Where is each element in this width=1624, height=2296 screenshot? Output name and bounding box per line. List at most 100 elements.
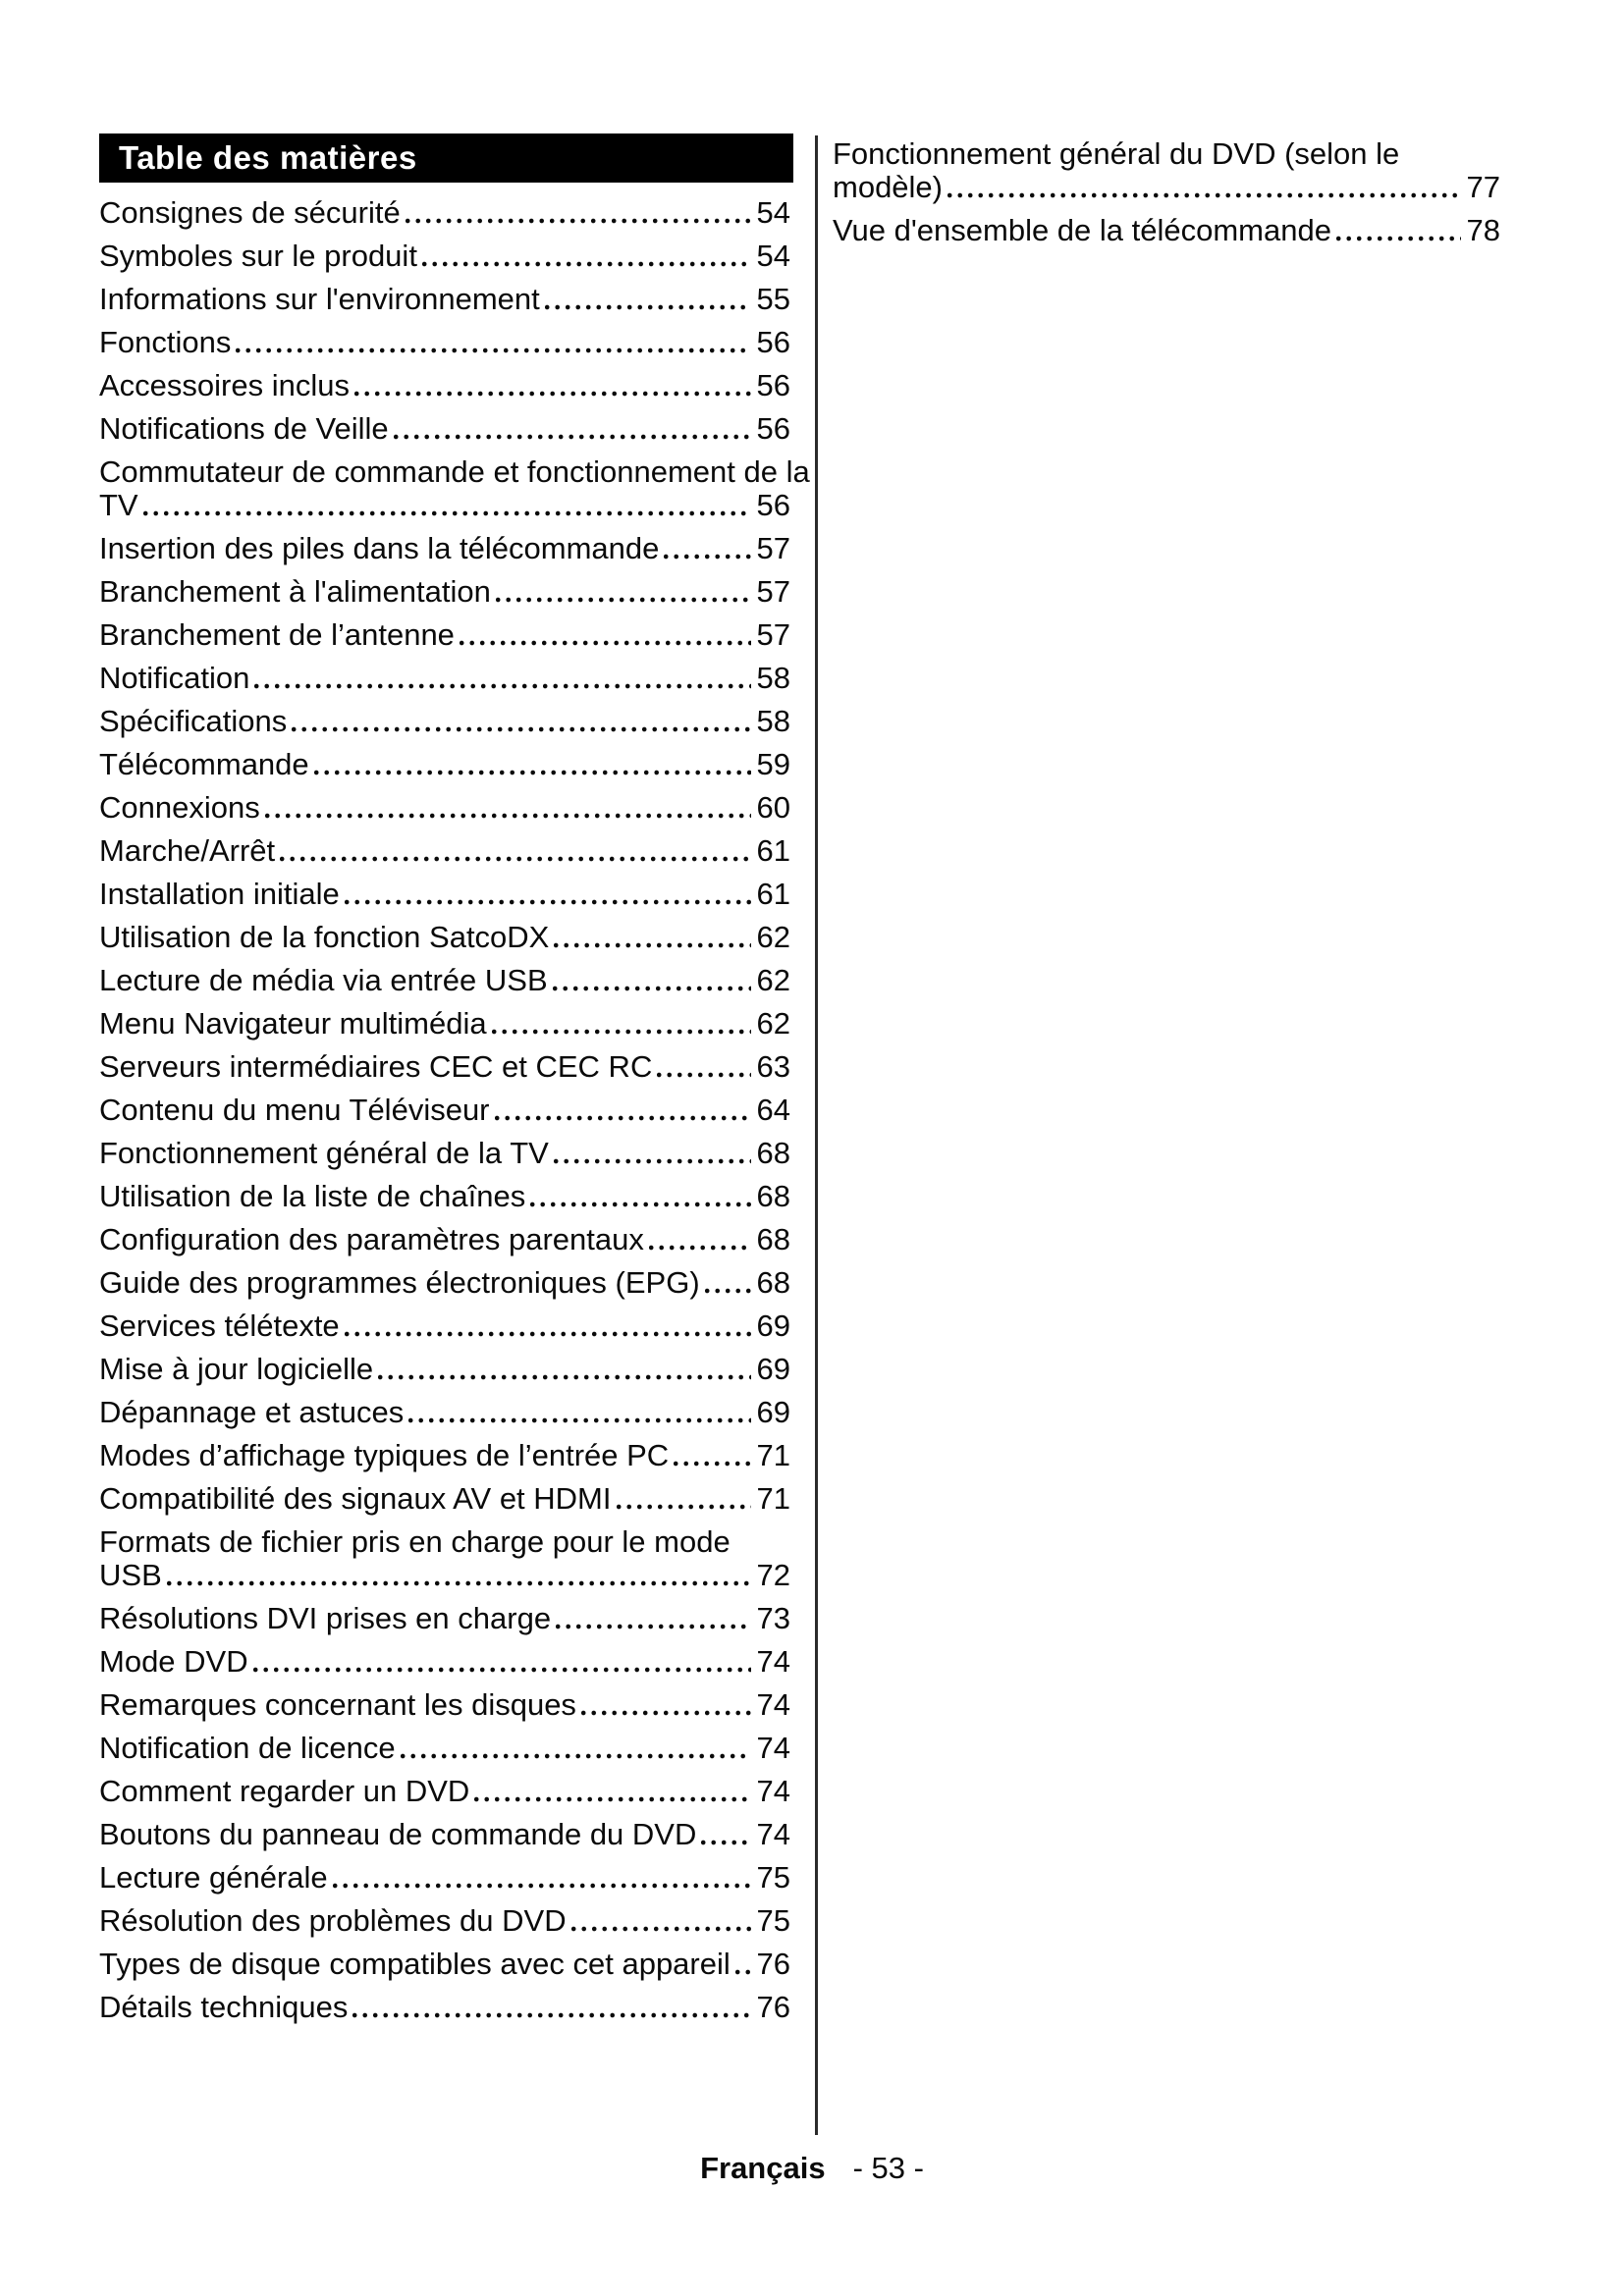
toc-entry: Symboles sur le produit 54 bbox=[99, 240, 790, 273]
toc-entry: Configuration des paramètres parentaux 6… bbox=[99, 1223, 790, 1256]
section-title: Table des matières bbox=[119, 139, 417, 176]
dotted-leader bbox=[552, 986, 751, 991]
toc-entry: Consignes de sécurité 54 bbox=[99, 196, 790, 230]
dotted-leader bbox=[352, 2012, 751, 2018]
toc-entry-label: Branchement à l'alimentation bbox=[99, 574, 491, 609]
toc-entry: Marche/Arrêt 61 bbox=[99, 834, 790, 868]
toc-entry-page-number: 69 bbox=[756, 1352, 790, 1386]
toc-entry-page-number: 57 bbox=[756, 531, 790, 565]
toc-entry: Télécommande 59 bbox=[99, 748, 790, 781]
dotted-leader bbox=[570, 1926, 751, 1932]
toc-entry-label: modèle) bbox=[833, 170, 943, 204]
toc-entry-page-number: 68 bbox=[756, 1179, 790, 1213]
page-footer: Français - 53 - bbox=[0, 2152, 1624, 2185]
toc-entry-page-number: 54 bbox=[756, 239, 790, 273]
toc-entry-label: Consignes de sécurité bbox=[99, 195, 401, 230]
toc-entry: Fonctionnement général du DVD (selon le … bbox=[833, 137, 1500, 204]
dotted-leader bbox=[556, 1624, 751, 1629]
dotted-leader bbox=[405, 218, 751, 224]
toc-entry-page-number: 74 bbox=[756, 1774, 790, 1808]
toc-entry-page-number: 75 bbox=[756, 1903, 790, 1938]
dotted-leader bbox=[474, 1796, 751, 1802]
toc-entry-page-number: 54 bbox=[756, 195, 790, 230]
toc-entry: Remarques concernant les disques 74 bbox=[99, 1688, 790, 1722]
toc-entry-label: Mise à jour logicielle bbox=[99, 1352, 374, 1386]
toc-entry-label: Lecture générale bbox=[99, 1860, 328, 1895]
toc-entry-page-number: 62 bbox=[756, 963, 790, 997]
dotted-leader bbox=[408, 1417, 751, 1423]
dotted-leader bbox=[344, 899, 751, 905]
toc-entry-label: Accessoires inclus bbox=[99, 368, 350, 402]
toc-entry-label: Notification bbox=[99, 661, 250, 695]
toc-entry: Informations sur l'environnement 55 bbox=[99, 283, 790, 316]
toc-entry-label: Fonctions bbox=[99, 325, 232, 359]
toc-entry-label: Notification de licence bbox=[99, 1731, 396, 1765]
toc-entry: Notifications de Veille 56 bbox=[99, 412, 790, 446]
toc-entry-label: Utilisation de la liste de chaînes bbox=[99, 1179, 526, 1213]
toc-entry: Types de disque compatibles avec cet app… bbox=[99, 1948, 790, 1981]
dotted-leader bbox=[292, 726, 751, 732]
dotted-leader bbox=[530, 1201, 751, 1207]
toc-entry-label: Détails techniques bbox=[99, 1990, 349, 2024]
dotted-leader bbox=[313, 770, 751, 775]
toc-entry-page-number: 74 bbox=[756, 1644, 790, 1679]
toc-entry-page-number: 61 bbox=[756, 833, 790, 868]
toc-entry-page-number: 68 bbox=[756, 1222, 790, 1256]
toc-entry-page-number: 76 bbox=[756, 1990, 790, 2024]
dotted-leader bbox=[332, 1883, 751, 1889]
dotted-leader bbox=[421, 261, 751, 267]
toc-entry-page-number: 55 bbox=[756, 282, 790, 316]
toc-entry-label: Installation initiale bbox=[99, 877, 340, 911]
toc-entry-page-number: 69 bbox=[756, 1308, 790, 1343]
dotted-leader bbox=[491, 1029, 751, 1035]
dotted-leader bbox=[704, 1288, 751, 1294]
dotted-leader bbox=[378, 1374, 751, 1380]
toc-entry-page-number: 56 bbox=[756, 411, 790, 446]
toc-entry-label: Télécommande bbox=[99, 747, 309, 781]
toc-entry: Accessoires inclus 56 bbox=[99, 369, 790, 402]
dotted-leader bbox=[947, 192, 1461, 198]
toc-entry-label: Types de disque compatibles avec cet app… bbox=[99, 1947, 731, 1981]
toc-entry-label: Fonctionnement général de la TV bbox=[99, 1136, 549, 1170]
dotted-leader bbox=[553, 1158, 751, 1164]
toc-entry-label: USB bbox=[99, 1558, 162, 1592]
toc-entry: Guide des programmes électroniques (EPG)… bbox=[99, 1266, 790, 1300]
toc-entry-page-number: 74 bbox=[756, 1817, 790, 1851]
toc-entry-page-number: 75 bbox=[756, 1860, 790, 1895]
toc-entry: Insertion des piles dans la télécommande… bbox=[99, 532, 790, 565]
toc-entry-page-number: 58 bbox=[756, 704, 790, 738]
toc-entry: Notification de licence 74 bbox=[99, 1732, 790, 1765]
toc-entry-page-number: 71 bbox=[756, 1481, 790, 1516]
dotted-leader bbox=[648, 1245, 751, 1251]
dotted-leader bbox=[616, 1504, 751, 1510]
toc-entry-page-number: 56 bbox=[756, 325, 790, 359]
toc-left-column: Consignes de sécurité 54 Symboles sur le… bbox=[99, 196, 810, 2034]
toc-entry-page-number: 74 bbox=[756, 1731, 790, 1765]
toc-entry-page-number: 62 bbox=[756, 920, 790, 954]
toc-entry-label: Branchement de l’antenne bbox=[99, 617, 455, 652]
dotted-leader bbox=[544, 304, 751, 310]
toc-entry-page-number: 62 bbox=[756, 1006, 790, 1041]
toc-entry-page-number: 76 bbox=[756, 1947, 790, 1981]
toc-entry-label: Connexions bbox=[99, 790, 260, 825]
toc-right-column: Fonctionnement général du DVD (selon le … bbox=[833, 137, 1500, 257]
toc-entry: Connexions 60 bbox=[99, 791, 790, 825]
toc-entry: Boutons du panneau de commande du DVD 74 bbox=[99, 1818, 790, 1851]
toc-entry-page-number: 73 bbox=[756, 1601, 790, 1635]
toc-entry-page-number: 77 bbox=[1466, 170, 1500, 204]
toc-entry-label: Résolution des problèmes du DVD bbox=[99, 1903, 567, 1938]
toc-entry: Lecture de média via entrée USB 62 bbox=[99, 964, 790, 997]
dotted-leader bbox=[494, 1115, 751, 1121]
toc-entry-page-number: 74 bbox=[756, 1687, 790, 1722]
toc-entry: Lecture générale 75 bbox=[99, 1861, 790, 1895]
toc-entry-wrap-line: Fonctionnement général du DVD (selon le bbox=[833, 136, 1400, 171]
dotted-leader bbox=[1335, 236, 1461, 241]
toc-entry-wrap-line: Formats de fichier pris en charge pour l… bbox=[99, 1524, 731, 1559]
toc-entry: Mise à jour logicielle 69 bbox=[99, 1353, 790, 1386]
toc-entry: Serveurs intermédiaires CEC et CEC RC 63 bbox=[99, 1050, 790, 1084]
dotted-leader bbox=[495, 597, 751, 603]
toc-entry-label: Spécifications bbox=[99, 704, 288, 738]
dotted-leader bbox=[236, 347, 751, 353]
toc-entry-label: Dépannage et astuces bbox=[99, 1395, 405, 1429]
